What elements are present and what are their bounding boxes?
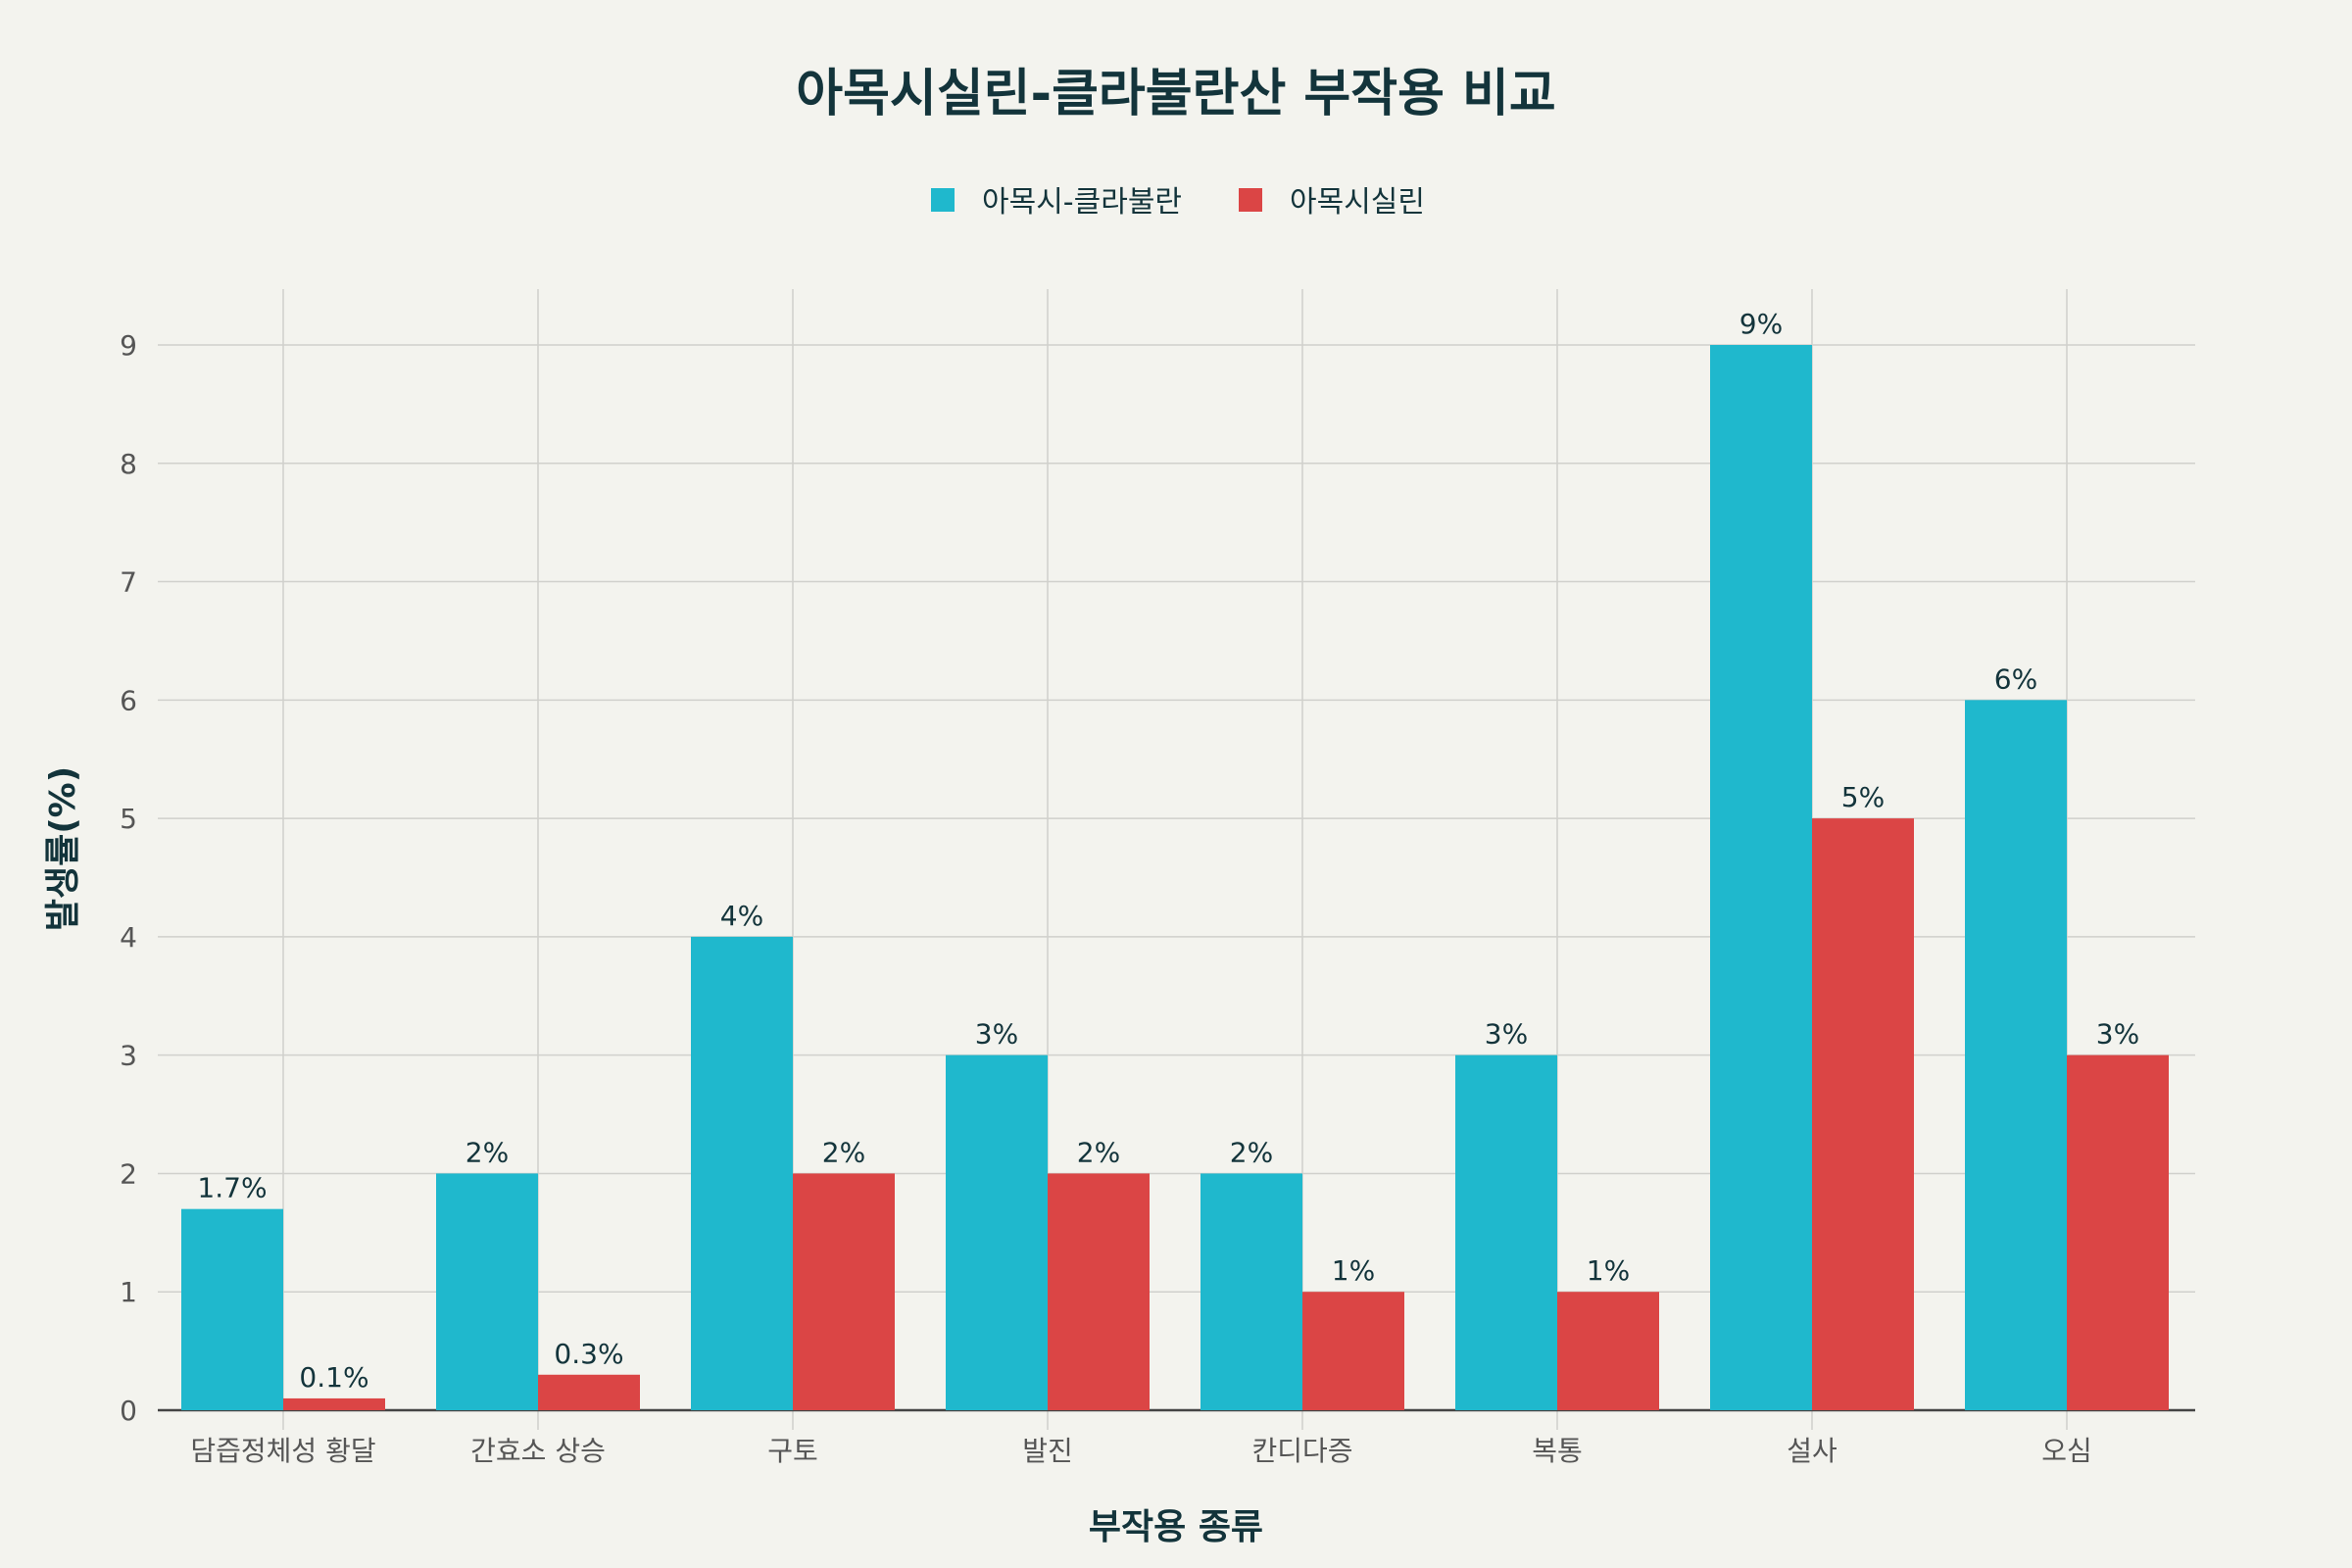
data-label: 1.7%	[197, 1172, 267, 1204]
y-tick-label: 7	[120, 566, 137, 599]
bar-amox	[538, 1374, 640, 1410]
legend-swatch	[1239, 188, 1262, 212]
y-tick-label: 5	[120, 803, 137, 835]
x-tick-label: 오심	[2041, 1435, 2092, 1467]
bar-amox-clav	[1200, 1173, 1302, 1410]
y-tick-label: 4	[120, 921, 137, 954]
data-label: 3%	[2096, 1018, 2139, 1051]
bar-amox-clav	[1455, 1054, 1557, 1410]
legend-label: 아목시-클라불란	[982, 185, 1182, 220]
y-axis-title: 발생률(%)	[43, 766, 83, 931]
bar-amox-clav	[436, 1173, 538, 1410]
data-label: 6%	[1994, 662, 2037, 695]
bar-amox	[2067, 1054, 2169, 1410]
data-label: 2%	[466, 1136, 509, 1168]
x-tick-label: 설사	[1787, 1435, 1838, 1467]
y-axis-ticks: 0 1 2 3 4 5 6 7 8 9	[120, 329, 137, 1427]
x-axis-ticks: 담즙정체성 황달 간효소 상승 구토 발진 칸디다증 복통 설사 오심	[190, 1435, 2091, 1467]
x-tick-label: 발진	[1022, 1435, 1073, 1467]
data-label: 3%	[1485, 1018, 1528, 1051]
bar-amox-clav	[1965, 700, 2067, 1410]
bar-amox	[1557, 1292, 1659, 1410]
bar-amox-clav	[1710, 345, 1812, 1410]
data-label: 4%	[720, 900, 763, 932]
bar-amox	[1302, 1292, 1404, 1410]
x-tick-label: 담즙정체성 황달	[190, 1435, 375, 1467]
data-label: 1%	[1587, 1254, 1630, 1287]
data-label: 1%	[1332, 1254, 1375, 1287]
x-tick-label: 구토	[767, 1435, 818, 1467]
data-label: 2%	[822, 1136, 865, 1168]
data-label: 9%	[1740, 308, 1783, 340]
data-label: 2%	[1230, 1136, 1273, 1168]
bar-amox-clav	[691, 936, 793, 1410]
y-tick-label: 2	[120, 1157, 137, 1190]
chart-title: 아목시실린-클라불란산 부작용 비교	[796, 65, 1555, 123]
bar-amox-clav	[946, 1054, 1048, 1410]
x-tick-label: 간효소 상승	[470, 1435, 606, 1467]
legend: 아목시-클라불란 아목시실린	[931, 185, 1425, 220]
x-tick-label: 칸디다증	[1251, 1435, 1352, 1467]
data-label: 5%	[1841, 781, 1885, 813]
x-tick-label: 복통	[1532, 1435, 1583, 1467]
bar-amox	[1812, 818, 1914, 1410]
y-tick-label: 1	[120, 1276, 137, 1308]
bar-amox	[793, 1173, 895, 1410]
data-labels: 1.7% 2% 4% 3% 2% 3% 9% 6% 0.1% 0.3% 2% 2% 1% 1% 5% 3%	[197, 308, 2139, 1394]
legend-swatch	[931, 188, 955, 212]
x-axis-title: 부작용 종류	[1089, 1507, 1263, 1547]
y-tick-label: 3	[120, 1040, 137, 1072]
bar-amox-clav	[181, 1208, 283, 1410]
bar-amox	[1048, 1173, 1150, 1410]
bar-amox	[283, 1397, 385, 1410]
y-tick-label: 8	[120, 448, 137, 480]
y-tick-label: 0	[120, 1395, 137, 1427]
data-label: 2%	[1077, 1136, 1120, 1168]
y-tick-label: 9	[120, 329, 137, 362]
data-label: 0.3%	[554, 1338, 623, 1370]
data-label: 3%	[975, 1018, 1018, 1051]
legend-label: 아목시실린	[1290, 185, 1425, 220]
data-label: 0.1%	[299, 1361, 368, 1394]
bars	[181, 345, 2169, 1410]
y-tick-label: 6	[120, 684, 137, 716]
